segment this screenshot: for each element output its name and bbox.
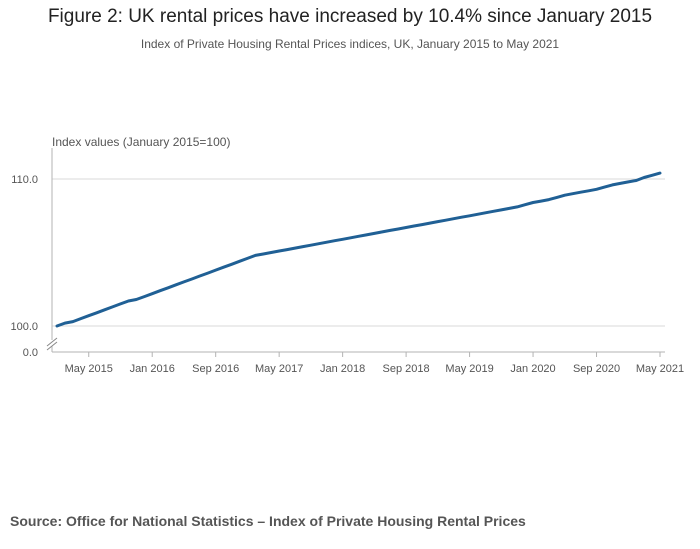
x-tick-label: May 2015 (65, 363, 113, 375)
y-tick-label: 110.0 (11, 174, 38, 186)
x-tick-label: Jan 2018 (320, 363, 365, 375)
source-note: Source: Office for National Statistics –… (10, 513, 526, 529)
tick-labels: 100.0 110.0 0.0 May 2015 Jan 2016 Sep 2016 May… (10, 174, 684, 375)
series (55, 171, 662, 328)
x-tick-label: May 2021 (636, 363, 684, 375)
axes: Index values (January 2015=100) (46, 135, 665, 357)
axis-break-mark (46, 341, 58, 351)
x-tick-label: Sep 2018 (383, 363, 430, 375)
x-tick-label: May 2019 (445, 363, 493, 375)
x-tick-label: Sep 2020 (573, 363, 620, 375)
gridlines (52, 178, 665, 327)
series-line (55, 171, 662, 328)
chart-subtitle: Index of Private Housing Rental Prices i… (140, 37, 560, 51)
x-tick-label: May 2017 (255, 363, 303, 375)
x-tick-label: Jan 2020 (510, 363, 555, 375)
x-tick-label: Jan 2016 (130, 363, 175, 375)
axis-break-mark (46, 337, 58, 347)
y-tick-label: 100.0 (10, 321, 38, 333)
x-tick-label: Sep 2016 (192, 363, 239, 375)
chart-title: Figure 2: UK rental prices have increase… (47, 6, 653, 27)
y-break-label: 0.0 (23, 347, 38, 359)
y-axis-title: Index values (January 2015=100) (52, 135, 230, 149)
